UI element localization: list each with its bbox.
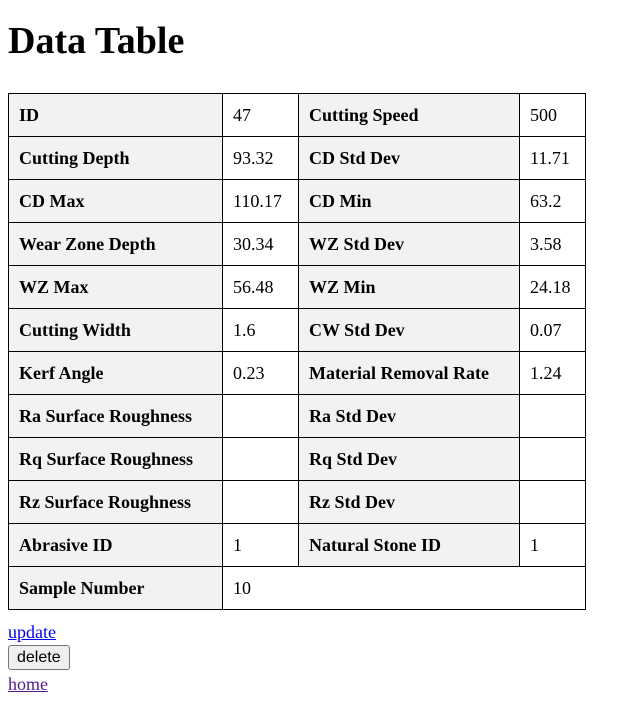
update-link[interactable]: update [8, 622, 56, 642]
field-value [519, 480, 586, 524]
field-value: 0.23 [222, 351, 299, 395]
data-table-body: ID 47 Cutting Speed 500 Cutting Depth 93… [8, 93, 586, 610]
field-value: 3.58 [519, 222, 586, 266]
field-value: 1 [222, 523, 299, 567]
field-value: 500 [519, 93, 586, 137]
field-value [222, 480, 299, 524]
field-value: 56.48 [222, 265, 299, 309]
table-row: Abrasive ID 1 Natural Stone ID 1 [8, 523, 586, 567]
field-value [519, 394, 586, 438]
field-label: Material Removal Rate [298, 351, 520, 395]
table-row: Sample Number 10 [8, 566, 586, 610]
table-row: Cutting Depth 93.32 CD Std Dev 11.71 [8, 136, 586, 180]
field-label: Kerf Angle [8, 351, 223, 395]
page-title: Data Table [8, 20, 185, 62]
table-row: Wear Zone Depth 30.34 WZ Std Dev 3.58 [8, 222, 586, 266]
field-label: Abrasive ID [8, 523, 223, 567]
field-label: Ra Std Dev [298, 394, 520, 438]
delete-button[interactable]: delete [8, 645, 70, 670]
field-value [222, 394, 299, 438]
field-label: ID [8, 93, 223, 137]
field-value: 1.6 [222, 308, 299, 352]
table-row: Rq Surface Roughness Rq Std Dev [8, 437, 586, 481]
field-label: Rz Surface Roughness [8, 480, 223, 524]
field-label: Rq Surface Roughness [8, 437, 223, 481]
field-label: Rq Std Dev [298, 437, 520, 481]
field-label: WZ Min [298, 265, 520, 309]
data-table: ID 47 Cutting Speed 500 Cutting Depth 93… [8, 93, 586, 610]
actions: update delete home [8, 621, 70, 695]
field-value: 63.2 [519, 179, 586, 223]
field-value: 30.34 [222, 222, 299, 266]
field-value: 110.17 [222, 179, 299, 223]
field-value: 1 [519, 523, 586, 567]
field-label: CD Std Dev [298, 136, 520, 180]
field-value: 93.32 [222, 136, 299, 180]
table-row: ID 47 Cutting Speed 500 [8, 93, 586, 137]
field-value [519, 437, 586, 481]
field-label: Sample Number [8, 566, 223, 610]
field-label: Cutting Depth [8, 136, 223, 180]
field-value: 24.18 [519, 265, 586, 309]
field-label: CD Max [8, 179, 223, 223]
field-label: WZ Std Dev [298, 222, 520, 266]
field-label: Ra Surface Roughness [8, 394, 223, 438]
field-label: CW Std Dev [298, 308, 520, 352]
field-label: Rz Std Dev [298, 480, 520, 524]
field-value: 47 [222, 93, 299, 137]
field-value: 10 [222, 566, 586, 610]
field-label: CD Min [298, 179, 520, 223]
field-label: Wear Zone Depth [8, 222, 223, 266]
field-label: Natural Stone ID [298, 523, 520, 567]
field-label: Cutting Speed [298, 93, 520, 137]
field-value: 0.07 [519, 308, 586, 352]
field-value: 11.71 [519, 136, 586, 180]
field-label: Cutting Width [8, 308, 223, 352]
table-row: Cutting Width 1.6 CW Std Dev 0.07 [8, 308, 586, 352]
field-value: 1.24 [519, 351, 586, 395]
field-label: WZ Max [8, 265, 223, 309]
table-row: Kerf Angle 0.23 Material Removal Rate 1.… [8, 351, 586, 395]
table-row: CD Max 110.17 CD Min 63.2 [8, 179, 586, 223]
table-row: Ra Surface Roughness Ra Std Dev [8, 394, 586, 438]
home-link[interactable]: home [8, 674, 48, 694]
field-value [222, 437, 299, 481]
table-row: WZ Max 56.48 WZ Min 24.18 [8, 265, 586, 309]
table-row: Rz Surface Roughness Rz Std Dev [8, 480, 586, 524]
